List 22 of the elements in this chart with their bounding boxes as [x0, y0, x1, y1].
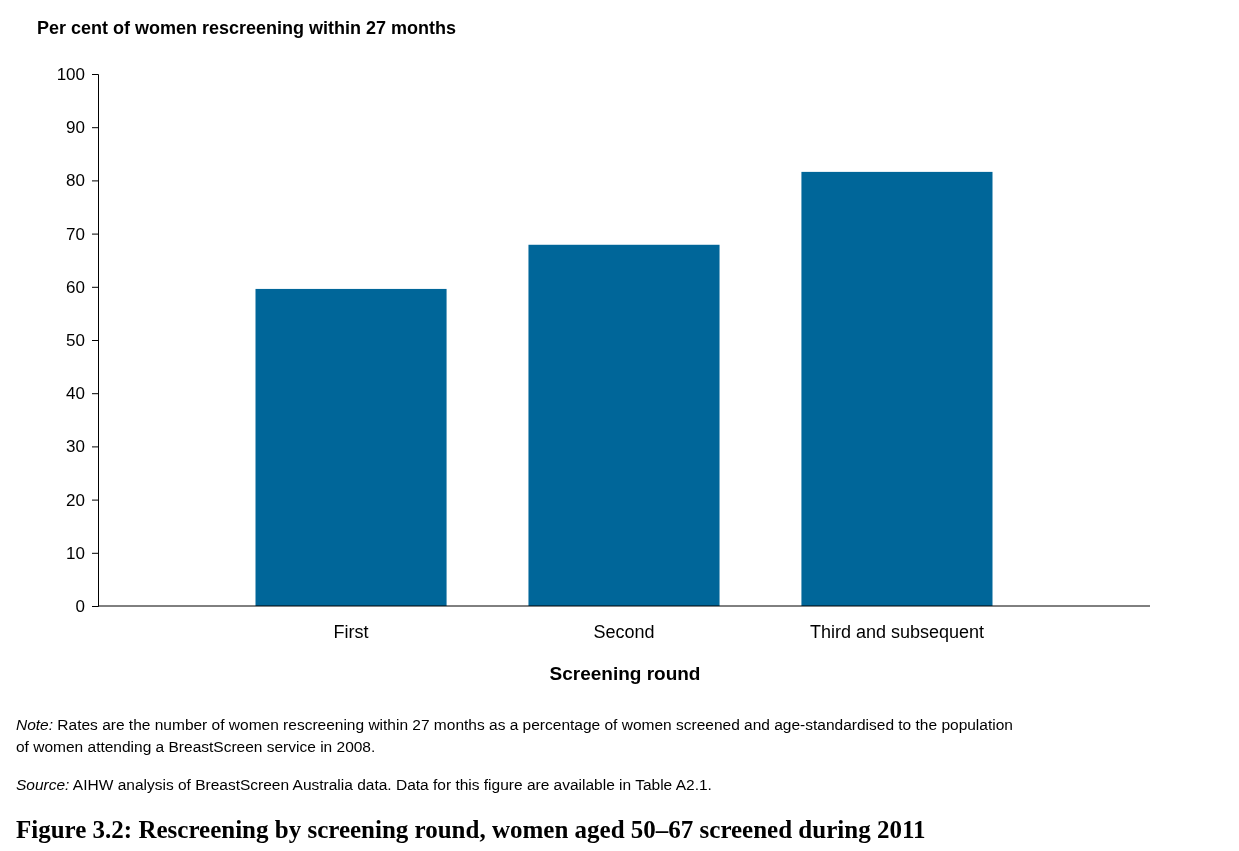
bar — [801, 171, 993, 606]
source-note: Source: AIHW analysis of BreastScreen Australia data. Data for this figure are available in Table A2.1. — [16, 776, 712, 793]
y-axis-title: Per cent of women rescreening within 27 months — [37, 18, 457, 38]
y-tick-label: 100 — [56, 64, 85, 84]
x-tick-label: Third and subsequent — [809, 621, 985, 642]
y-tick-label: 90 — [66, 118, 85, 138]
x-tick-label: First — [333, 621, 369, 642]
y-tick-label: 80 — [66, 171, 85, 191]
y-tick-label: 60 — [66, 277, 85, 297]
y-tick-label: 50 — [66, 330, 85, 350]
y-tick-label: 40 — [66, 384, 85, 404]
x-axis-title: Screening round — [549, 663, 701, 684]
y-tick-label: 30 — [66, 437, 85, 457]
bar — [528, 244, 720, 606]
y-tick-label: 10 — [66, 543, 85, 563]
text: Figure 3.2: Rescreening by screening round, women aged 50–67 screened during 2011 — [16, 816, 926, 843]
bar — [255, 288, 447, 606]
text: Note: Rates are the number of women rescreening within 27 months as a percentage of women screened and age-standardised to the population of women attending a BreastScreen service in 2008. — [16, 716, 1013, 755]
y-tick-label: 20 — [66, 490, 85, 510]
y-tick-label: 0 — [75, 596, 85, 616]
y-tick-label: 70 — [66, 224, 85, 244]
x-tick-label: Second — [593, 621, 655, 642]
